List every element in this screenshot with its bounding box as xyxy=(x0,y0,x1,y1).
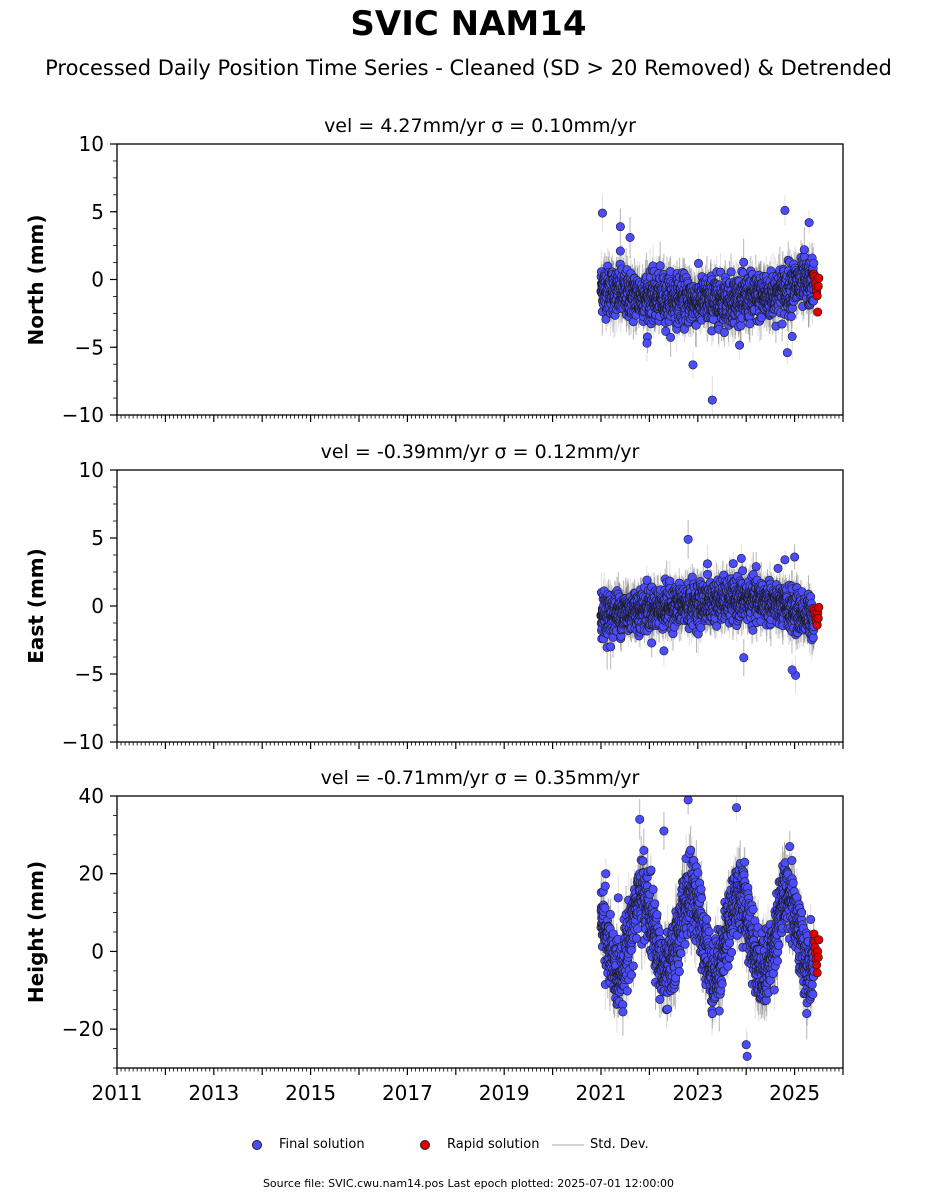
final-solution-point xyxy=(809,258,819,268)
final-solution-point xyxy=(666,332,676,342)
final-solution-point xyxy=(625,232,635,242)
plot-area xyxy=(596,193,824,415)
final-solution-point xyxy=(615,246,625,256)
y-tick-label: 10 xyxy=(79,132,104,156)
chart-title: SVIC NAM14 xyxy=(350,4,587,44)
rapid-solution-point xyxy=(813,281,823,291)
final-solution-point xyxy=(739,257,749,267)
final-solution-point xyxy=(756,313,766,323)
rapid-solution-point xyxy=(812,291,822,301)
y-axis-label: East (mm) xyxy=(24,548,48,664)
final-solution-point xyxy=(780,205,790,215)
y-axis-label: North (mm) xyxy=(24,214,48,345)
final-solution-point xyxy=(688,360,698,370)
final-solution-point xyxy=(787,331,797,341)
panel-title: vel = 4.27mm/yr σ = 0.10mm/yr xyxy=(324,115,636,137)
plot-area xyxy=(596,519,824,694)
final-solution-point xyxy=(655,261,665,271)
final-solution-point xyxy=(597,208,607,218)
final-solution-point xyxy=(745,319,755,329)
final-solution-point xyxy=(707,395,717,405)
final-solution-point xyxy=(804,218,814,228)
panel-north: vel = 4.27mm/yr σ = 0.10mm/yr North (mm) −… xyxy=(24,115,844,427)
final-solution-point xyxy=(719,328,729,338)
rapid-solution-point xyxy=(814,273,824,283)
final-solution-point xyxy=(735,340,745,350)
final-solution-point xyxy=(661,326,671,336)
y-tick-label: −5 xyxy=(75,335,104,359)
final-solution-point xyxy=(615,222,625,232)
final-solution-point xyxy=(693,258,703,268)
final-solution-point xyxy=(736,320,746,330)
y-tick-label: −10 xyxy=(62,403,104,427)
chart-subtitle: Processed Daily Position Time Series - C… xyxy=(45,56,892,80)
final-solution-point xyxy=(726,267,736,277)
y-tick-label: 5 xyxy=(91,200,104,224)
y-tick-label: 0 xyxy=(91,268,104,292)
final-solution-point xyxy=(642,338,652,348)
final-solution-point xyxy=(786,311,796,321)
final-solution-point xyxy=(777,319,787,329)
panel-title: vel = -0.39mm/yr σ = 0.12mm/yr xyxy=(321,441,640,463)
final-solution-point xyxy=(782,348,792,358)
rapid-solution-point xyxy=(813,307,823,317)
final-solution-point xyxy=(799,245,809,255)
